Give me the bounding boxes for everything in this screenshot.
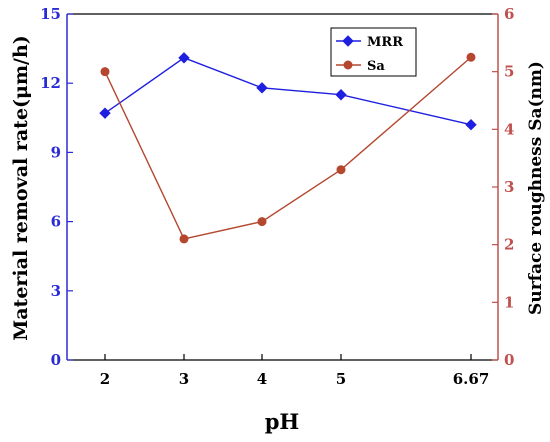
plot-area xyxy=(66,13,499,361)
x-tick-label: 5 xyxy=(336,370,346,388)
legend: MRR Sa xyxy=(330,27,417,77)
legend-label-mrr: MRR xyxy=(367,35,403,50)
x-tick-label: 2 xyxy=(100,370,110,388)
data-point-mrr xyxy=(335,89,347,101)
data-point-sa xyxy=(179,234,189,244)
right-y-tick-label: 3 xyxy=(504,178,514,196)
series xyxy=(99,52,477,244)
data-point-mrr xyxy=(178,52,190,64)
data-point-mrr xyxy=(99,107,111,119)
data-point-sa xyxy=(336,165,346,175)
right-y-tick-label: 5 xyxy=(504,63,514,81)
right-y-tick-label: 1 xyxy=(504,293,514,311)
x-tick-label: 6.67 xyxy=(453,370,490,388)
right-y-tick-label: 2 xyxy=(504,236,514,254)
left-y-tick-label: 12 xyxy=(40,74,61,92)
legend-marker-sa xyxy=(343,60,353,70)
data-point-sa xyxy=(257,217,267,227)
right-y-tick-label: 6 xyxy=(504,5,514,23)
legend-label-sa: Sa xyxy=(367,59,385,74)
data-point-mrr xyxy=(465,119,477,131)
data-point-sa xyxy=(100,67,110,77)
left-y-tick-label: 3 xyxy=(51,282,61,300)
left-y-tick-label: 15 xyxy=(40,5,61,23)
left-y-axis-title: Material removal rate(μm/h) xyxy=(10,35,32,341)
left-y-tick-label: 9 xyxy=(51,143,61,161)
series-line-sa xyxy=(104,56,472,240)
data-point-sa xyxy=(466,52,476,62)
legend-marker-mrr xyxy=(342,35,354,47)
right-y-tick-label: 0 xyxy=(504,351,514,369)
right-y-axis-title: Surface roughness Sa(nm) xyxy=(526,61,546,315)
x-tick-label: 3 xyxy=(179,370,189,388)
series-mrr xyxy=(99,52,477,131)
right-y-tick-label: 4 xyxy=(504,120,514,138)
data-point-mrr xyxy=(256,82,268,94)
x-axis-title: pH xyxy=(265,409,300,434)
left-y-tick-label: 6 xyxy=(51,213,61,231)
x-tick-label: 4 xyxy=(257,370,267,388)
series-sa xyxy=(100,52,476,244)
left-y-tick-label: 0 xyxy=(51,351,61,369)
